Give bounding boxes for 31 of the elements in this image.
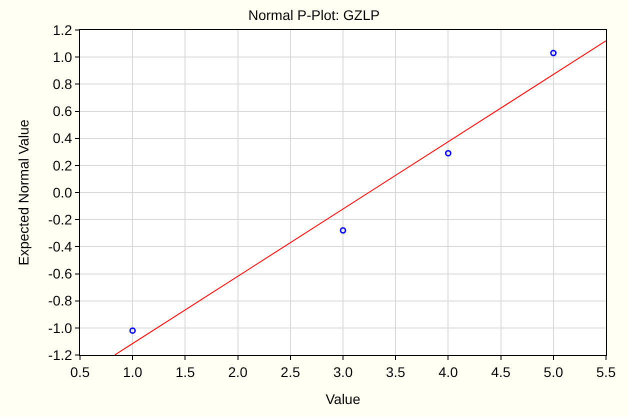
x-tick-label: 2.0 [228, 364, 248, 380]
y-tick-label: -0.6 [48, 266, 72, 282]
y-tick-label: -1.2 [48, 346, 72, 363]
y-tick-label: -0.2 [48, 211, 72, 228]
y-tick-label: -0.8 [48, 292, 72, 309]
y-axis-title: Expected Normal Value [16, 119, 32, 266]
x-tick-label: 1.5 [175, 364, 196, 380]
x-tick-label: 3.0 [333, 364, 353, 380]
x-tick-label: 5.0 [544, 364, 564, 380]
x-axis-title: Value [326, 391, 361, 408]
point [444, 150, 452, 156]
point [340, 227, 346, 234]
point [129, 327, 136, 334]
x-tick-label: 2.5 [280, 364, 300, 380]
y-tick-label: 0.8 [52, 76, 72, 92]
y-tick-label: 0.2 [52, 157, 72, 174]
x-tick-label: 4.5 [491, 364, 511, 380]
y-tick-label: -0.4 [48, 238, 72, 255]
y-tick-label: 0.6 [52, 103, 72, 120]
x-tick-label: 3.5 [386, 364, 406, 380]
y-tick-label: 0.0 [52, 184, 72, 200]
y-tick-label: 1.2 [52, 22, 72, 38]
x-tick-label: 1.0 [122, 364, 143, 380]
x-tick-label: 0.5 [70, 364, 90, 380]
point [550, 50, 557, 56]
x-tick-label: 5.5 [596, 364, 616, 380]
y-tick-label: -1.0 [48, 320, 72, 336]
y-tick-label: 1.0 [52, 48, 72, 65]
y-tick-label: 0.4 [52, 130, 72, 146]
x-tick-label: 4.0 [438, 364, 458, 380]
chart-title: Normal P-Plot: GZLP [248, 7, 380, 24]
